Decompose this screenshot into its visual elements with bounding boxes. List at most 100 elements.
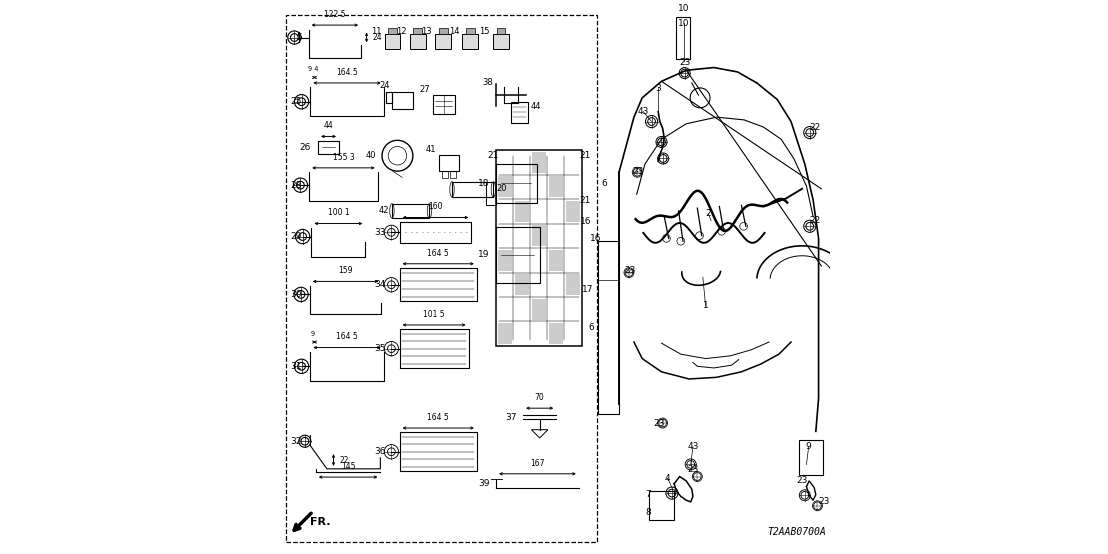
Text: 8: 8 [645, 509, 652, 517]
Bar [532, 152, 546, 173]
Text: 100 1: 100 1 [328, 208, 349, 218]
Text: 5: 5 [296, 33, 302, 42]
Bar [392, 204, 430, 218]
Text: 20: 20 [496, 184, 506, 193]
Text: 145: 145 [341, 462, 356, 471]
Text: 44: 44 [531, 101, 541, 111]
Text: 159: 159 [338, 266, 352, 275]
Bar [413, 28, 422, 34]
Bar [452, 182, 493, 197]
Text: 21: 21 [579, 197, 591, 206]
Bar [495, 227, 540, 283]
Text: 3: 3 [655, 84, 661, 93]
Text: 41: 41 [427, 145, 437, 153]
Text: 42: 42 [379, 206, 389, 216]
Text: 23: 23 [625, 266, 636, 275]
Text: 19: 19 [478, 250, 489, 259]
Bar [497, 323, 512, 344]
Text: 4: 4 [665, 474, 670, 483]
Bar [598, 241, 619, 414]
Text: 16: 16 [581, 217, 592, 227]
Bar [440, 155, 459, 171]
Bar [410, 34, 425, 49]
Text: 24: 24 [379, 81, 390, 90]
Text: 23: 23 [679, 58, 691, 66]
Text: 7: 7 [645, 490, 652, 499]
Text: 164.5: 164.5 [336, 68, 358, 77]
Text: 37: 37 [505, 413, 516, 422]
Text: 23: 23 [653, 419, 665, 428]
Bar [515, 274, 529, 295]
Bar [496, 150, 582, 346]
Text: 43: 43 [637, 107, 649, 116]
Text: 33: 33 [375, 228, 386, 237]
Text: 70: 70 [535, 393, 544, 402]
Bar [439, 28, 448, 34]
Bar [532, 299, 546, 320]
Text: 11: 11 [371, 27, 381, 36]
Bar [435, 34, 451, 49]
Text: 22: 22 [810, 122, 821, 131]
Text: 164 5: 164 5 [428, 413, 449, 422]
Text: 18: 18 [478, 179, 489, 188]
Text: 23: 23 [819, 497, 830, 506]
Text: 167: 167 [531, 459, 545, 468]
Bar [384, 34, 400, 49]
Text: 24: 24 [372, 33, 382, 42]
Bar [566, 201, 579, 222]
Text: 38: 38 [483, 79, 493, 88]
Text: 22: 22 [810, 216, 821, 225]
Bar [511, 102, 527, 122]
Text: 34: 34 [375, 280, 386, 289]
Bar [462, 34, 478, 49]
Text: 36: 36 [375, 447, 386, 456]
Bar [495, 164, 537, 203]
Bar [465, 28, 474, 34]
Text: 6: 6 [602, 179, 607, 188]
Text: 44: 44 [324, 121, 334, 130]
Text: 9 4: 9 4 [308, 66, 318, 73]
Bar [497, 250, 512, 271]
Bar [532, 225, 546, 247]
Bar [515, 201, 529, 222]
Text: 122 5: 122 5 [325, 10, 346, 19]
Text: 15: 15 [480, 27, 490, 36]
Text: T2AAB0700A: T2AAB0700A [767, 527, 825, 537]
Text: 29: 29 [290, 232, 302, 241]
Text: 28: 28 [290, 181, 302, 189]
Text: 16: 16 [589, 234, 602, 243]
Text: 13: 13 [421, 27, 432, 36]
Bar [550, 323, 563, 344]
Bar [550, 176, 563, 197]
Bar [566, 274, 579, 295]
Text: 25: 25 [290, 97, 302, 106]
Text: 39: 39 [478, 479, 490, 488]
Bar [493, 34, 509, 49]
Text: 10: 10 [678, 19, 689, 28]
Text: 155 3: 155 3 [332, 153, 355, 162]
Bar [496, 28, 505, 34]
Text: 35: 35 [375, 344, 386, 353]
Bar [550, 250, 563, 271]
Text: 22: 22 [339, 455, 349, 464]
Bar [450, 171, 455, 178]
Bar [386, 93, 392, 104]
Text: 164 5: 164 5 [336, 332, 358, 341]
Bar [286, 15, 597, 542]
Text: 30: 30 [290, 290, 302, 299]
Bar [392, 93, 413, 109]
Text: 31: 31 [290, 362, 302, 371]
Text: 10: 10 [677, 4, 689, 13]
Text: 9: 9 [311, 331, 315, 337]
Text: 164 5: 164 5 [428, 249, 449, 258]
Text: 23: 23 [632, 167, 644, 176]
Text: 23: 23 [797, 476, 808, 485]
Text: FR.: FR. [310, 517, 331, 527]
Text: 27: 27 [419, 85, 430, 94]
Text: 9: 9 [806, 442, 811, 452]
Text: 21: 21 [579, 151, 591, 160]
Text: 32: 32 [290, 437, 302, 446]
Text: 26: 26 [299, 143, 310, 152]
Text: 43: 43 [687, 442, 699, 452]
Bar [388, 28, 397, 34]
